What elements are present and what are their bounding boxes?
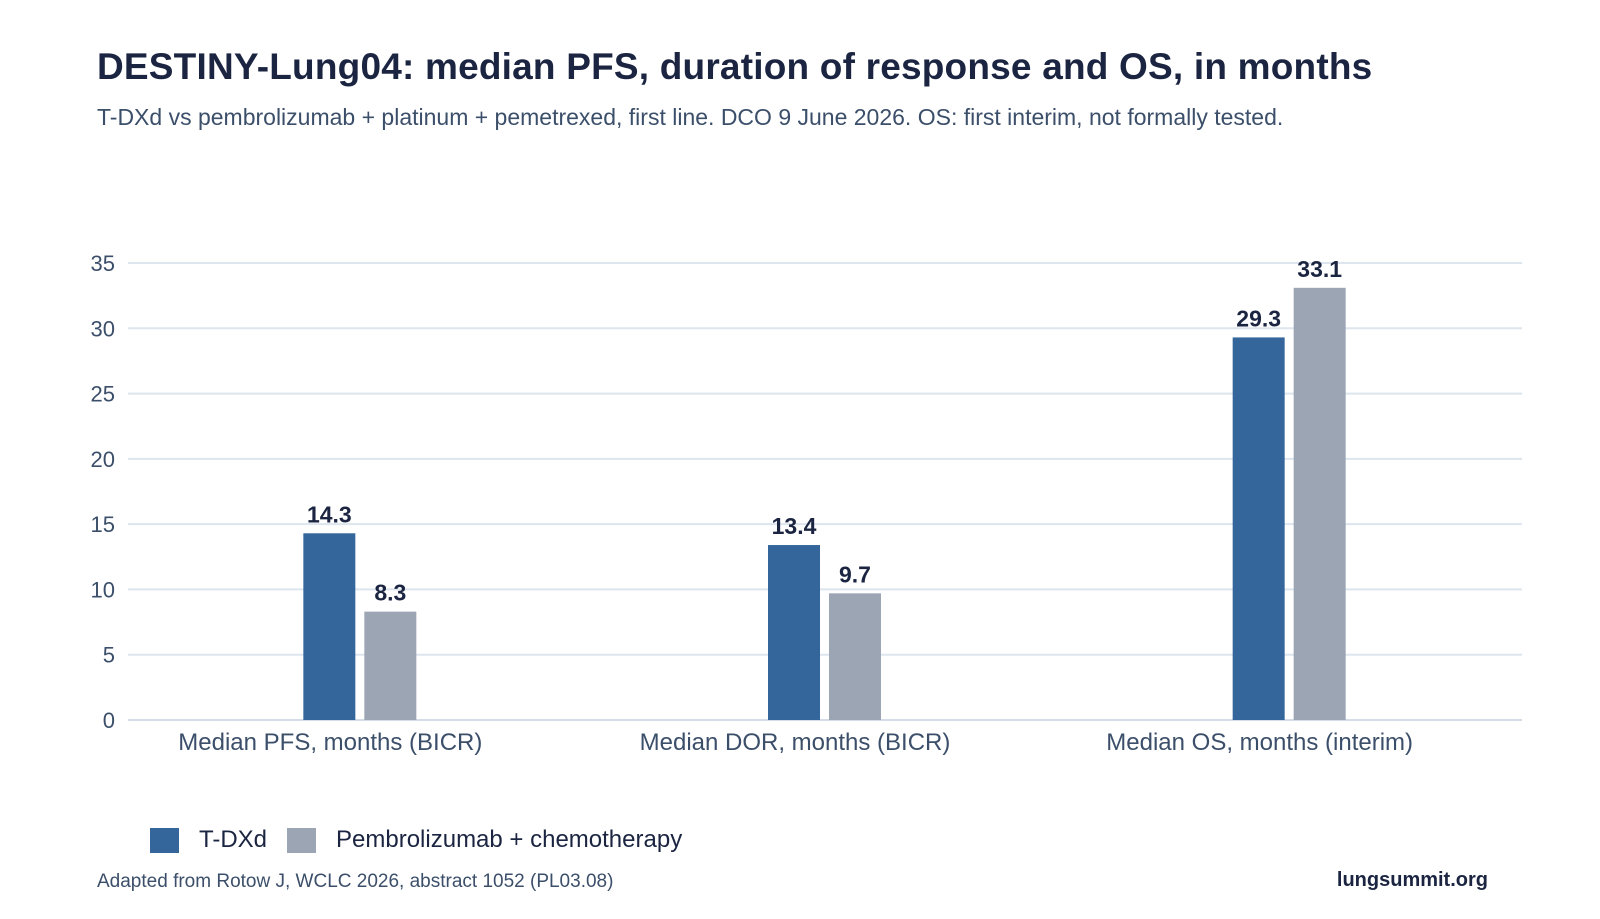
- source-note: Adapted from Rotow J, WCLC 2026, abstrac…: [97, 871, 614, 892]
- x-tick-label: Median OS, months (interim): [1106, 729, 1413, 756]
- chart-subtitle: T-DXd vs pembrolizumab + platinum + peme…: [97, 104, 1284, 130]
- data-label: 13.4: [772, 513, 817, 539]
- bar-pembrolizumab: [364, 611, 417, 720]
- legend-label-tdxd: T-DXd: [199, 826, 268, 853]
- legend-swatch-pembrolizumab: [287, 827, 317, 853]
- brand-link[interactable]: lungsummit.org: [1336, 869, 1488, 891]
- bar-pembrolizumab: [1293, 287, 1346, 720]
- bar-tdxd: [303, 533, 356, 720]
- legend-label-pembrolizumab: Pembrolizumab + chemotherapy: [336, 826, 683, 853]
- bar-tdxd: [1232, 337, 1285, 720]
- y-tick-label: 10: [91, 577, 115, 602]
- bar-tdxd: [768, 545, 820, 720]
- legend-item-tdxd: T-DXd: [150, 826, 267, 854]
- y-tick-label: 25: [91, 382, 115, 407]
- y-tick-label: 0: [103, 708, 115, 733]
- legend: T-DXd Pembrolizumab + chemotherapy: [150, 826, 702, 854]
- legend-item-pembrolizumab: Pembrolizumab + chemotherapy: [287, 826, 682, 854]
- x-tick-label: Median PFS, months (BICR): [178, 729, 482, 756]
- y-tick-label: 15: [91, 512, 115, 537]
- legend-swatch-tdxd: [150, 827, 179, 853]
- data-label: 9.7: [839, 561, 871, 587]
- data-label: 33.1: [1297, 256, 1342, 282]
- data-label: 8.3: [374, 580, 406, 606]
- bar-pembrolizumab: [829, 593, 881, 720]
- chart-title: DESTINY-Lung04: median PFS, duration of …: [97, 46, 1373, 87]
- y-tick-label: 30: [91, 316, 115, 341]
- data-label: 14.3: [307, 501, 352, 527]
- y-tick-label: 5: [103, 643, 115, 668]
- x-tick-label: Median DOR, months (BICR): [640, 729, 951, 756]
- data-label: 29.3: [1236, 305, 1281, 331]
- y-tick-label: 20: [91, 447, 115, 472]
- y-tick-label: 35: [91, 251, 115, 276]
